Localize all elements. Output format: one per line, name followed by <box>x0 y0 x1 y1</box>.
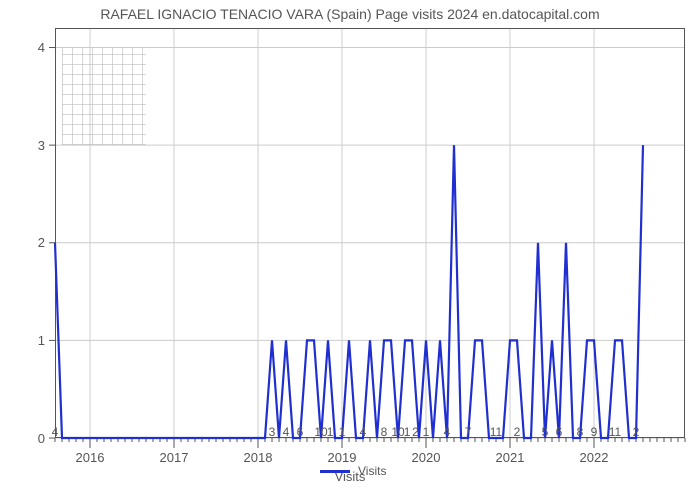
ytick-label: 4 <box>0 40 45 55</box>
overlay-value: 2 <box>633 425 640 439</box>
x-axis-label: Visits <box>0 469 700 484</box>
overlay-value: 7 <box>465 425 472 439</box>
ytick-label: 0 <box>0 431 45 446</box>
overlay-value: 8 <box>577 425 584 439</box>
ytick-label: 1 <box>0 333 45 348</box>
legend-swatch-icon <box>320 470 350 473</box>
xtick-label: 2021 <box>496 450 525 465</box>
plot-area <box>55 28 685 438</box>
xtick-label: 2017 <box>160 450 189 465</box>
overlay-value: 10 <box>314 425 327 439</box>
overlay-value: 3 <box>269 425 276 439</box>
overlay-value: 4 <box>283 425 290 439</box>
overlay-value: 4 <box>52 425 59 439</box>
xtick-label: 2022 <box>580 450 609 465</box>
overlay-value: 9 <box>591 425 598 439</box>
line-chart-svg <box>55 28 685 438</box>
xtick-label: 2020 <box>412 450 441 465</box>
overlay-value: 2 <box>514 425 521 439</box>
overlay-value: 10 <box>391 425 404 439</box>
overlay-value: 6 <box>556 425 563 439</box>
xtick-label: 2018 <box>244 450 273 465</box>
overlay-value: 5 <box>542 425 549 439</box>
overlay-value: 1 <box>339 425 346 439</box>
overlay-value: 4 <box>360 425 367 439</box>
xtick-label: 2019 <box>328 450 357 465</box>
ytick-label: 2 <box>0 235 45 250</box>
overlay-value: 8 <box>381 425 388 439</box>
overlay-value: 4 <box>444 425 451 439</box>
xtick-label: 2016 <box>76 450 105 465</box>
overlay-value: 6 <box>297 425 304 439</box>
overlay-value: 1 <box>423 425 430 439</box>
overlay-value: 1 <box>404 425 411 439</box>
overlay-value: 11 <box>609 425 621 439</box>
ytick-label: 3 <box>0 138 45 153</box>
overlay-value: 2 <box>412 425 419 439</box>
legend-label: Visits <box>358 464 386 478</box>
overlay-value: 1 <box>327 425 334 439</box>
chart-title: RAFAEL IGNACIO TENACIO VARA (Spain) Page… <box>0 0 700 22</box>
overlay-value: 11 <box>490 425 502 439</box>
